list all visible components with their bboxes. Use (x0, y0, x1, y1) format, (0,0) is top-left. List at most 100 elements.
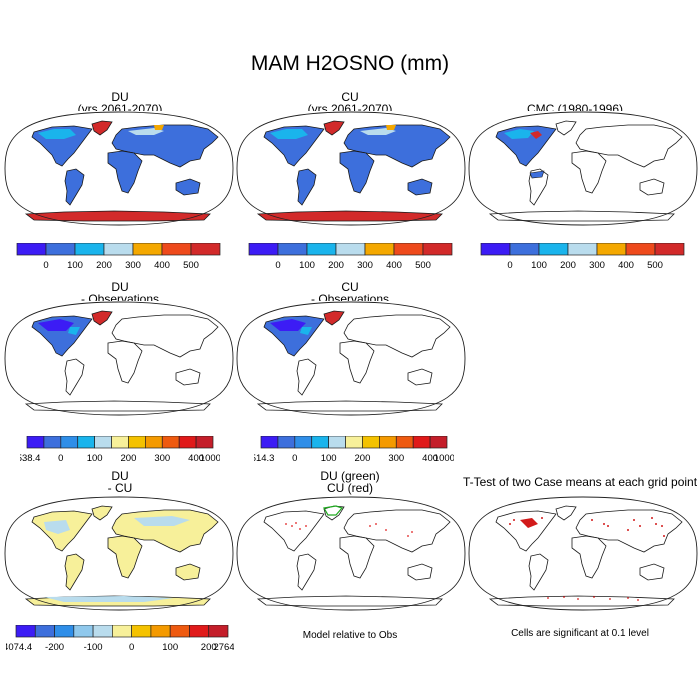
map-du-green-cu-red-australia (407, 563, 433, 581)
colorbar-cu-obs-swatch-2 (294, 436, 313, 449)
colorbar-du-cu-swatch-6 (131, 625, 152, 638)
map-cu-eurasia (343, 124, 451, 168)
map-ttest-cell-1 (513, 519, 515, 521)
map-cmc-na-high-snow (504, 129, 534, 139)
colorbar-du-cu-swatch-10 (208, 625, 229, 638)
colorbar-du-obs-tick-2: 100 (87, 453, 103, 464)
map-cmc-eurasia (575, 124, 683, 168)
map-cu-obs-frame (236, 301, 466, 416)
colorbar-cmc-swatch-0 (480, 243, 511, 256)
map-du-obs-africa (107, 340, 143, 384)
map-cu (236, 111, 466, 226)
map-du-obs (4, 301, 234, 416)
colorbar-cu-obs-swatch-10 (429, 436, 448, 449)
map-du-na-high-snow (38, 129, 76, 139)
colorbar-cu-obs-tick-3: 200 (355, 453, 371, 464)
colorbar-cmc-tick-0: 0 (507, 260, 512, 271)
panel-du-cu-title-line2: - CU (107, 481, 133, 495)
colorbar-cu-tick-2: 200 (328, 260, 344, 271)
map-cmc-na-max-snow (530, 131, 542, 139)
colorbar-cu-swatch-6 (422, 243, 453, 256)
map-overlay-red-cell-7 (385, 529, 387, 531)
colorbar-cu-obs-swatch-4 (328, 436, 346, 449)
map-du-green-cu-red-southAmerica (296, 553, 317, 591)
map-overlay-red-cell-8 (407, 535, 409, 537)
colorbar-du-cu-tick-6: 2764.8 (213, 642, 234, 653)
map-ttest-cell-9 (655, 523, 657, 525)
colorbar-cmc-tick-1: 100 (531, 260, 547, 271)
panel-du-cu-title: DU - CU (60, 470, 180, 494)
colorbar-cmc-swatch-1 (509, 243, 540, 256)
colorbar-du-obs-tick-3: 200 (121, 453, 137, 464)
colorbar-du-cu-swatch-7 (150, 625, 171, 638)
colorbar-cu-obs-swatch-0 (260, 436, 279, 449)
map-du-green-cu-red (236, 496, 466, 611)
map-ttest-southAmerica (528, 553, 549, 591)
map-ttest-antarctic-cell-3 (593, 596, 595, 598)
colorbar-cu: 0 100 200 300 400 500 (248, 243, 453, 271)
map-ttest-antarctic-cell-5 (627, 597, 629, 599)
colorbar-du-obs-swatch-8 (161, 436, 180, 449)
map-ttest-northAmerica (495, 510, 557, 552)
map-cmc (468, 111, 698, 226)
colorbar-du-cu-swatch-2 (54, 625, 75, 638)
colorbar-cu-tick-5: 500 (415, 260, 431, 271)
map-ttest-antarctic-cell-0 (547, 597, 549, 599)
colorbar-du-swatch-1 (45, 243, 76, 256)
map-ttest-greenland (555, 505, 577, 521)
map-ttest-cell-4 (603, 523, 605, 525)
map-ttest-frame (468, 496, 698, 611)
colorbar-du-swatch-3 (103, 243, 134, 256)
panel-du-cu-title-line1: DU (111, 469, 129, 483)
map-ttest-cell-0 (509, 523, 511, 525)
map-ttest-antarctic-cell-4 (609, 598, 611, 600)
colorbar-du-obs-tick-5: 400 (188, 453, 204, 464)
colorbar-cu-obs-swatch-8 (395, 436, 414, 449)
colorbar-du-cu-swatch-8 (169, 625, 190, 638)
colorbar-du-obs-swatch-6 (128, 436, 146, 449)
map-du-cu-eu-neg (134, 516, 190, 526)
map-du-cu-frame (4, 496, 234, 611)
map-cu-obs-australia (407, 368, 433, 386)
panel-ttest-note: Cells are significant at 0.1 level (511, 628, 649, 639)
colorbar-cu-tick-0: 0 (275, 260, 280, 271)
colorbar-du-cu-tick-0: -4074.4 (6, 642, 32, 653)
map-overlay-red-cell-4 (305, 525, 307, 527)
map-overlay-red-cell-2 (295, 522, 297, 524)
colorbar-cmc-swatch-6 (654, 243, 685, 256)
map-cu-greenland (323, 120, 345, 136)
panel-du-green-cu-red-title: DU (green) CU (red) (290, 470, 410, 494)
map-overlay-red-cell-3 (299, 528, 301, 530)
map-cu-obs-eurasia (343, 314, 451, 358)
colorbar-du-obs-swatch-0 (26, 436, 45, 449)
colorbar-du-cu-tick-4: 100 (162, 642, 178, 653)
map-du-cu (4, 496, 234, 611)
map-du-obs-frame (4, 301, 234, 416)
map-cu-africa (339, 150, 375, 194)
colorbar-du-tick-1: 100 (67, 260, 83, 271)
map-du-southAmerica (64, 168, 85, 206)
colorbar-cu-swatch-3 (335, 243, 366, 256)
panel-du-obs-title-line1: DU (111, 280, 129, 294)
colorbar-du-cu-swatch-5 (112, 625, 132, 638)
map-du-cu-australia (175, 563, 201, 581)
colorbar-cu-obs-swatch-6 (362, 436, 380, 449)
map-ttest-cell-6 (633, 519, 635, 521)
map-du-cu-africa (107, 535, 143, 579)
map-du-obs-east (68, 327, 80, 335)
colorbar-du-cu-swatch-3 (73, 625, 94, 638)
map-du-africa (107, 150, 143, 194)
map-cmc-sa-snow (529, 170, 545, 179)
map-ttest-cell-5 (607, 525, 609, 527)
map-cu-australia (407, 178, 433, 196)
panel-du-green-title-line1: DU (green) (320, 469, 380, 483)
colorbar-du-swatch-0 (16, 243, 47, 256)
map-cu-obs-deficit (270, 319, 306, 331)
map-du-green-cu-red-northAmerica (263, 510, 325, 552)
map-cu-obs-africa (339, 340, 375, 384)
colorbar-cmc-swatch-2 (538, 243, 569, 256)
colorbar-du-cu-swatch-4 (92, 625, 113, 638)
map-du-eurasia (111, 124, 219, 168)
colorbar-cmc-tick-2: 200 (560, 260, 576, 271)
